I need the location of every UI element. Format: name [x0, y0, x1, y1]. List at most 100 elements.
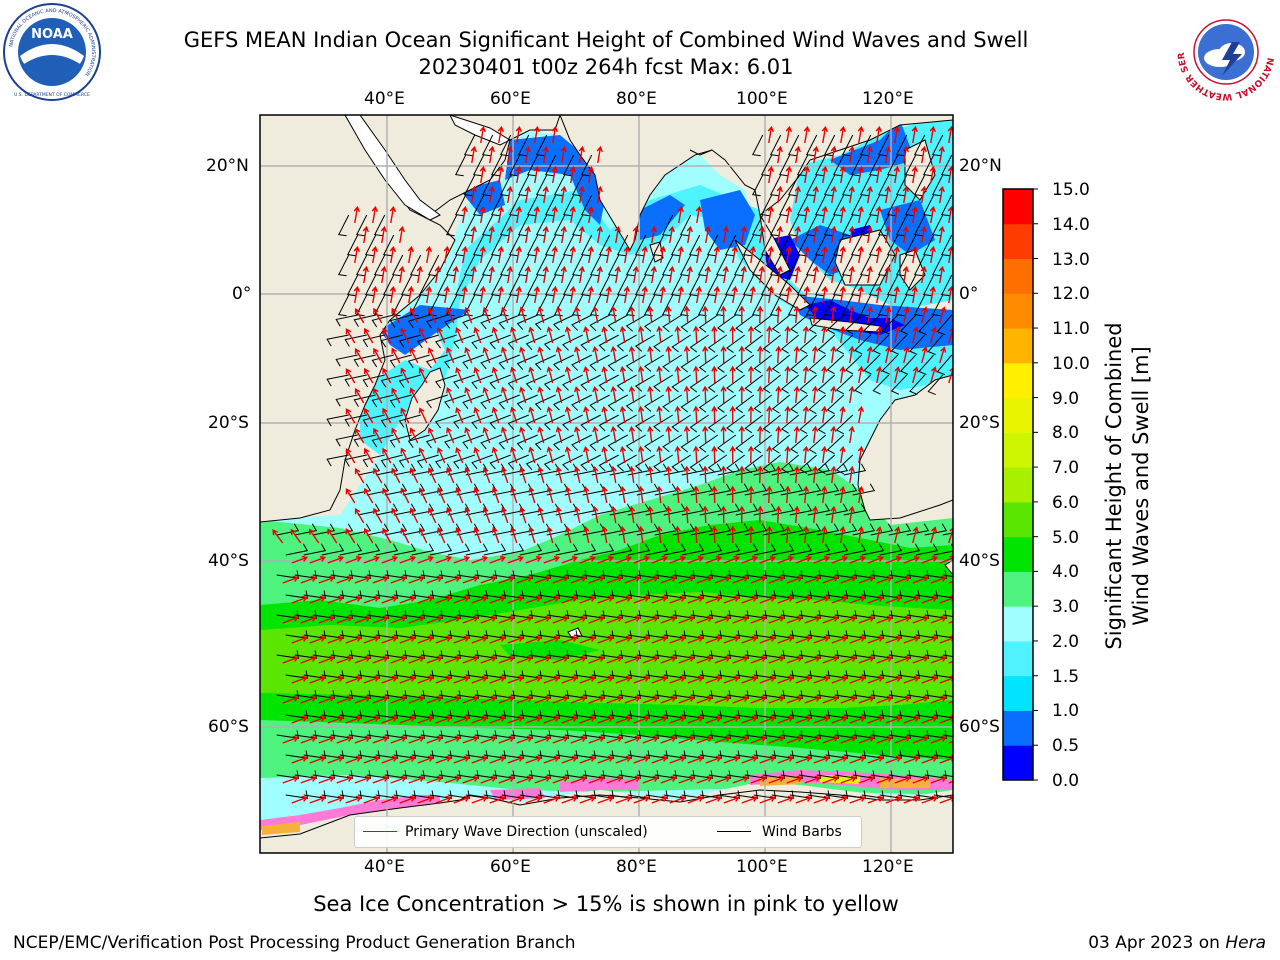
wave-arrow — [876, 695, 894, 704]
wave-arrow — [732, 695, 750, 704]
wave-arrow — [660, 775, 678, 784]
wind-barb — [942, 694, 953, 698]
wave-arrow — [488, 145, 495, 164]
wind-barb — [444, 394, 466, 409]
wind-barb — [330, 730, 354, 739]
wind-barb — [735, 630, 759, 639]
wave-arrow — [903, 755, 921, 764]
wind-barb — [472, 274, 485, 297]
wave-arrow — [327, 715, 345, 724]
wave-arrow — [637, 525, 645, 544]
wind-barb — [744, 610, 768, 619]
wave-arrow — [813, 555, 831, 564]
wind-barb — [888, 570, 912, 579]
wave-arrow — [741, 555, 759, 564]
wave-arrow — [776, 225, 783, 244]
wind-barb — [537, 710, 561, 719]
wave-arrow — [363, 715, 381, 724]
wave-arrow — [453, 595, 471, 604]
wave-arrow — [866, 185, 873, 204]
wind-barb — [393, 590, 417, 599]
wave-arrow — [597, 555, 615, 564]
wave-arrow — [930, 695, 948, 704]
wave-arrow — [624, 655, 642, 664]
wind-barb — [492, 650, 516, 659]
wave-arrow — [775, 465, 782, 484]
wind-barb — [652, 274, 665, 297]
wind-barb — [625, 354, 646, 372]
wave-arrow — [830, 465, 837, 484]
producer-credit: NCEP/EMC/Verification Post Processing Pr… — [13, 933, 576, 953]
wave-arrow — [766, 445, 773, 464]
wind-barb — [724, 274, 737, 297]
wave-arrow — [885, 595, 903, 604]
wave-arrow — [678, 695, 696, 704]
wave-arrow — [534, 575, 552, 584]
wind-barb — [753, 314, 773, 334]
wind-barb — [411, 590, 435, 599]
wind-barb — [434, 334, 457, 349]
wind-barb — [429, 630, 453, 639]
wind-barb — [562, 194, 575, 217]
wind-barb — [357, 670, 381, 679]
wave-arrow — [813, 675, 831, 684]
wind-barb — [353, 394, 376, 407]
wind-barb — [438, 610, 462, 619]
wave-arrow — [382, 407, 392, 424]
wave-arrow — [822, 735, 840, 744]
wind-barb — [760, 194, 773, 217]
wind-barb — [751, 294, 764, 317]
wave-arrow — [776, 265, 783, 284]
wave-arrow — [543, 675, 561, 684]
colorbar-label-line1: Significant Height of Combined — [1102, 322, 1126, 650]
wave-arrow — [867, 755, 885, 764]
wind-barb — [537, 670, 561, 679]
wind-barb — [915, 590, 939, 599]
colorbar-tick: 0.5 — [1052, 736, 1080, 756]
wind-barb — [384, 523, 408, 536]
wave-arrow — [479, 245, 486, 264]
wind-barb — [453, 374, 475, 389]
wave-arrow — [885, 346, 892, 364]
wave-arrow — [480, 695, 498, 704]
wind-barb — [931, 294, 944, 317]
wind-barb — [555, 630, 579, 639]
wave-arrow — [831, 795, 849, 804]
wind-barb — [409, 294, 422, 317]
wave-arrow — [948, 620, 953, 624]
madagascar — [404, 367, 446, 441]
colorbar-tick: 0.0 — [1052, 771, 1080, 791]
wind-barb — [662, 314, 683, 333]
wave-arrow — [336, 615, 354, 624]
wind-barb — [850, 194, 863, 217]
wave-arrow — [318, 695, 336, 704]
wind-barb — [751, 214, 764, 237]
wave-arrow — [660, 695, 678, 704]
wave-arrow — [656, 445, 663, 464]
wind-barb — [653, 414, 674, 433]
wind-barb — [717, 630, 741, 639]
wave-arrow — [391, 427, 401, 444]
wind-barb — [465, 750, 489, 759]
wave-arrow — [696, 575, 714, 584]
wind-barb — [897, 790, 921, 799]
wave-arrow — [353, 205, 360, 224]
figure-title: GEFS MEAN Indian Ocean Significant Heigh… — [183, 28, 1029, 52]
wave-arrow — [409, 467, 419, 484]
wave-arrow — [462, 655, 480, 664]
wind-barb — [573, 710, 597, 719]
wave-arrow — [491, 326, 500, 344]
wind-barb — [534, 354, 556, 371]
wind-barb — [571, 214, 584, 237]
wind-barb — [555, 790, 579, 799]
wave-arrow — [546, 406, 554, 424]
wave-arrow — [821, 485, 828, 504]
wave-arrow — [615, 755, 633, 764]
wave-arrow — [740, 225, 747, 244]
wind-barb — [366, 610, 390, 619]
wave-arrow — [471, 635, 489, 644]
wave-arrow — [849, 555, 867, 564]
wave-arrow — [489, 715, 507, 724]
wind-barb — [444, 354, 466, 369]
wave-arrow — [669, 635, 687, 644]
